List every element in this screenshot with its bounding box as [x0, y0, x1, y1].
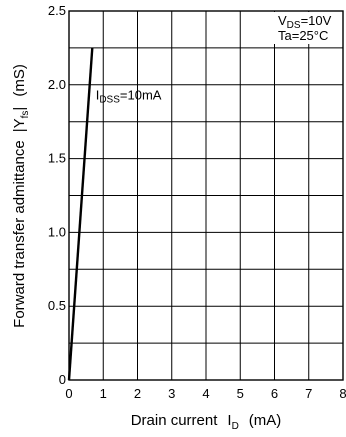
x-tick-labels: 0 1 2 3 4 5 6 7 8	[65, 386, 346, 401]
x-tick-label: 0	[65, 386, 72, 401]
y-tick-label: 0.5	[48, 298, 66, 313]
conditions-line-2: Ta=25°C	[278, 28, 328, 43]
conditions-line-1: VDS=10V	[278, 13, 332, 31]
x-tick-label: 5	[237, 386, 244, 401]
x-tick-label: 6	[271, 386, 278, 401]
grid	[69, 11, 343, 380]
idss-annotation: IDSS=10mA	[96, 88, 162, 106]
x-tick-label: 2	[134, 386, 141, 401]
y-tick-label: 0	[59, 372, 66, 387]
series-layer	[67, 47, 94, 381]
y-tick-label: 1.0	[48, 224, 66, 239]
x-tick-label: 7	[305, 386, 312, 401]
y-tick-labels: 0 0.5 1.0 1.5 2.0 2.5	[48, 3, 66, 387]
series-line	[67, 47, 94, 381]
x-axis-label: Drain current ID (mA)	[131, 412, 282, 432]
x-tick-label: 3	[168, 386, 175, 401]
y-tick-label: 1.5	[48, 151, 66, 166]
x-tick-label: 8	[339, 386, 346, 401]
y-tick-label: 2.5	[48, 3, 66, 18]
x-tick-label: 4	[202, 386, 209, 401]
conditions-box-background	[272, 12, 342, 44]
x-tick-label: 1	[100, 386, 107, 401]
plot-frame	[68, 10, 344, 381]
y-axis-label: Forward transfer admittance|Yfs|(mS)	[11, 64, 31, 328]
y-tick-label: 2.0	[48, 77, 66, 92]
